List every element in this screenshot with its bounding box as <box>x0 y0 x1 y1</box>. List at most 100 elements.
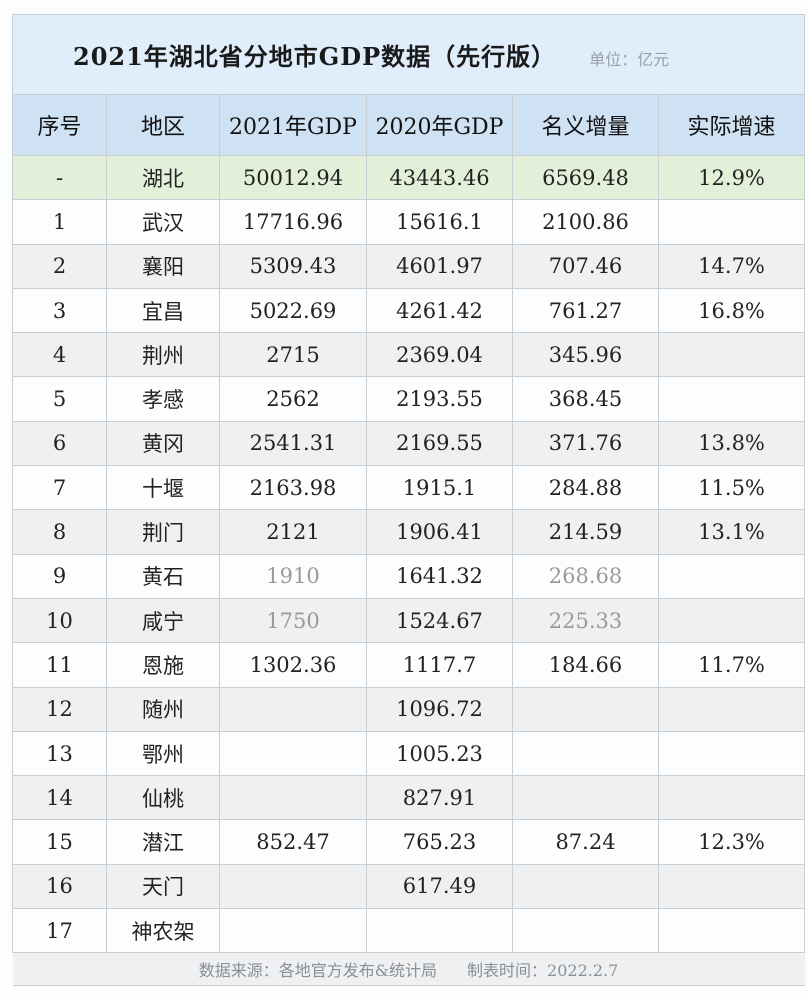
header-row: 序号 地区 2021年GDP 2020年GDP 名义增量 实际增速 <box>12 94 806 156</box>
row-gdp-2021: 1750 <box>219 597 367 644</box>
row-gdp-2020: 1641.32 <box>366 553 513 599</box>
row-gdp-2020: 4261.42 <box>366 287 513 334</box>
row-no: 14 <box>12 775 107 821</box>
table-body: - 湖北 50012.94 43443.46 6569.48 12.9% 1 武汉 17716.… <box>12 154 806 954</box>
row-gdp-2020: 4601.97 <box>366 243 513 289</box>
row-gdp-2021 <box>219 775 367 821</box>
row-gdp-2020: 15616.1 <box>366 199 513 245</box>
row-no: - <box>12 154 107 201</box>
row-gdp-2020: 2369.04 <box>366 332 513 378</box>
row-gdp-2020: 1524.67 <box>366 597 513 644</box>
footer-cell: 数据来源：各地官方发布&统计局 制表时间：2022.2.7 <box>12 952 805 987</box>
header-no: 序号 <box>12 94 107 156</box>
row-increase: 184.66 <box>512 642 659 688</box>
row-region: 荆门 <box>106 509 220 555</box>
row-growth: 11.5% <box>657 465 806 511</box>
row-region: 十堰 <box>106 465 220 511</box>
row-increase: 368.45 <box>512 376 659 422</box>
row-no: 17 <box>12 908 107 954</box>
row-growth <box>657 775 806 821</box>
row-growth <box>657 332 806 378</box>
row-increase <box>512 686 659 732</box>
row-increase: 268.68 <box>512 553 659 599</box>
row-gdp-2020: 827.91 <box>366 775 513 821</box>
header-gdp-2020: 2020年GDP <box>366 94 513 156</box>
header-nominal-increase: 名义增量 <box>512 94 659 156</box>
row-gdp-2020: 765.23 <box>366 819 513 865</box>
row-region: 荆州 <box>106 332 220 378</box>
row-gdp-2021: 2541.31 <box>219 420 367 467</box>
row-region: 黄石 <box>106 553 220 599</box>
row-gdp-2020: 1096.72 <box>366 686 513 732</box>
row-gdp-2021: 2163.98 <box>219 465 367 511</box>
row-increase: 761.27 <box>512 287 659 334</box>
header-gdp-2021: 2021年GDP <box>219 94 367 156</box>
title-cell: 2021年湖北省分地市GDP数据（先行版） 单位：亿元 <box>11 14 806 95</box>
title-row: 2021年湖北省分地市GDP数据（先行版） 单位：亿元 <box>11 14 806 95</box>
row-growth: 12.9% <box>657 154 806 201</box>
row-no: 7 <box>12 465 107 511</box>
row-gdp-2020: 1005.23 <box>366 730 513 777</box>
table-row: 11 恩施 1302.36 1117.7 184.66 11.7% <box>12 642 806 688</box>
row-gdp-2020: 1117.7 <box>366 642 513 688</box>
row-region: 咸宁 <box>106 597 220 644</box>
row-growth <box>657 908 806 954</box>
row-growth <box>657 863 806 910</box>
gdp-table: 2021年湖北省分地市GDP数据（先行版） 单位：亿元 序号 地区 2021年G… <box>11 14 806 987</box>
row-growth <box>657 686 806 732</box>
row-growth <box>657 376 806 422</box>
source-note: 数据来源：各地官方发布&统计局 <box>198 961 438 981</box>
table-row: 9 黄石 1910 1641.32 268.68 <box>12 553 806 599</box>
row-gdp-2021: 2121 <box>219 509 367 555</box>
row-region: 武汉 <box>106 199 220 245</box>
row-no: 12 <box>12 686 107 732</box>
unit-label: 单位：亿元 <box>589 50 670 69</box>
table-row: 15 潜江 852.47 765.23 87.24 12.3% <box>12 819 806 865</box>
row-growth: 13.8% <box>657 420 806 467</box>
table-row: 7 十堰 2163.98 1915.1 284.88 11.5% <box>12 465 806 511</box>
table-row: 3 宜昌 5022.69 4261.42 761.27 16.8% <box>12 287 806 334</box>
row-increase <box>512 775 659 821</box>
row-gdp-2021: 2715 <box>219 332 367 378</box>
row-no: 16 <box>12 863 107 910</box>
row-region: 鄂州 <box>106 730 220 777</box>
row-increase: 2100.86 <box>512 199 659 245</box>
table-row: 16 天门 617.49 <box>12 863 806 910</box>
row-gdp-2020: 2193.55 <box>366 376 513 422</box>
row-no: 13 <box>12 730 107 777</box>
row-increase: 214.59 <box>512 509 659 555</box>
row-growth: 12.3% <box>657 819 806 865</box>
table-row: 12 随州 1096.72 <box>12 686 806 732</box>
row-increase: 225.33 <box>512 597 659 644</box>
row-gdp-2020: 2169.55 <box>366 420 513 467</box>
row-gdp-2021 <box>219 730 367 777</box>
row-gdp-2020: 1915.1 <box>366 465 513 511</box>
row-region: 潜江 <box>106 819 220 865</box>
row-gdp-2021 <box>219 908 367 954</box>
row-increase: 345.96 <box>512 332 659 378</box>
row-region: 神农架 <box>106 908 220 954</box>
table-row: 1 武汉 17716.96 15616.1 2100.86 <box>12 199 806 245</box>
header-real-growth: 实际增速 <box>657 94 806 156</box>
row-increase: 707.46 <box>512 243 659 289</box>
row-growth <box>657 597 806 644</box>
row-no: 11 <box>12 642 107 688</box>
footer-row: 数据来源：各地官方发布&统计局 制表时间：2022.2.7 <box>12 952 805 987</box>
row-region: 仙桃 <box>106 775 220 821</box>
row-gdp-2021: 5309.43 <box>219 243 367 289</box>
row-region: 襄阳 <box>106 243 220 289</box>
row-gdp-2020: 43443.46 <box>366 154 513 201</box>
table-row: 17 神农架 <box>12 908 806 954</box>
row-region: 恩施 <box>106 642 220 688</box>
table-row: 6 黄冈 2541.31 2169.55 371.76 13.8% <box>12 420 806 467</box>
table-row: 4 荆州 2715 2369.04 345.96 <box>12 332 806 378</box>
row-increase <box>512 908 659 954</box>
row-region: 湖北 <box>106 154 220 201</box>
row-no: 10 <box>12 597 107 644</box>
row-no: 1 <box>12 199 107 245</box>
table-title: 2021年湖北省分地市GDP数据（先行版） <box>73 42 557 71</box>
row-increase: 371.76 <box>512 420 659 467</box>
row-growth <box>657 730 806 777</box>
table-row: 5 孝感 2562 2193.55 368.45 <box>12 376 806 422</box>
